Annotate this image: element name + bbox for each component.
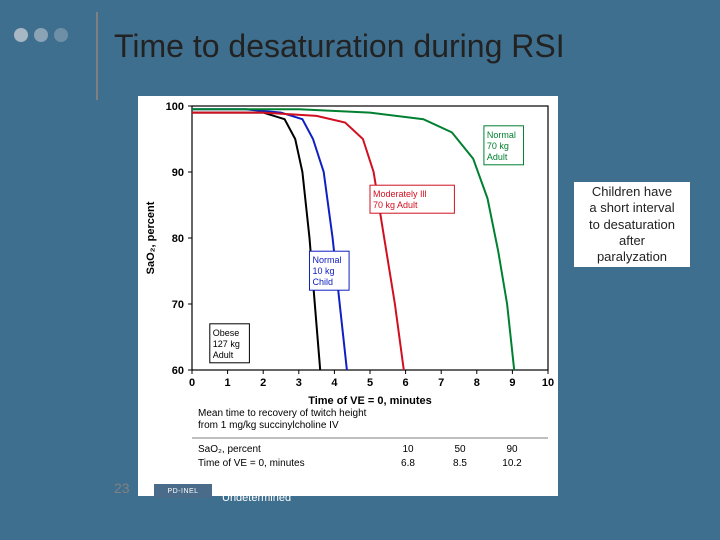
dot-2 <box>34 28 48 42</box>
anno-line: paralyzation <box>576 249 688 265</box>
svg-text:50: 50 <box>454 444 466 455</box>
slide: Time to desaturation during RSI 60708090… <box>0 0 720 540</box>
source-line: Source <box>222 480 291 492</box>
svg-text:Normal: Normal <box>487 130 516 140</box>
svg-text:Normal: Normal <box>312 255 341 265</box>
svg-text:SaO₂, percent: SaO₂, percent <box>145 201 157 274</box>
svg-text:90: 90 <box>172 167 184 179</box>
title-divider <box>96 12 98 100</box>
source-line: Undetermined <box>222 492 291 504</box>
title-dots <box>14 28 68 42</box>
svg-text:70 kg Adult: 70 kg Adult <box>373 200 418 210</box>
svg-text:4: 4 <box>331 377 338 389</box>
svg-text:Time of VE = 0, minutes: Time of VE = 0, minutes <box>308 395 432 407</box>
svg-text:3: 3 <box>296 377 302 389</box>
svg-text:60: 60 <box>172 365 184 377</box>
dot-1 <box>14 28 28 42</box>
title-bar <box>14 28 80 42</box>
chart-container: 60 70 80 90 100 0 1 2 3 4 5 6 7 8 9 10 Time of VE = 0, m… <box>138 96 558 496</box>
svg-text:90: 90 <box>506 444 518 455</box>
license-label: PD-INEL <box>167 488 198 495</box>
svg-text:10 kg: 10 kg <box>312 266 334 276</box>
svg-text:10: 10 <box>542 377 554 389</box>
svg-text:6: 6 <box>403 377 409 389</box>
svg-text:5: 5 <box>367 377 373 389</box>
svg-text:SaO₂, percent: SaO₂, percent <box>198 444 261 455</box>
source-text: Source Undetermined <box>222 480 291 504</box>
svg-text:8.5: 8.5 <box>453 458 467 469</box>
svg-text:Adult: Adult <box>213 350 234 360</box>
license-badge: PD-INEL <box>154 484 212 498</box>
svg-text:100: 100 <box>166 101 184 113</box>
slide-title: Time to desaturation during RSI <box>114 28 565 65</box>
svg-text:1: 1 <box>225 377 231 389</box>
svg-text:2: 2 <box>260 377 266 389</box>
svg-text:Adult: Adult <box>487 152 508 162</box>
desat-chart: 60 70 80 90 100 0 1 2 3 4 5 6 7 8 9 10 Time of VE = 0, m… <box>138 96 558 496</box>
svg-text:10.2: 10.2 <box>502 458 522 469</box>
svg-text:9: 9 <box>509 377 515 389</box>
svg-text:Obese: Obese <box>213 328 240 338</box>
svg-text:Child: Child <box>312 277 333 287</box>
svg-text:from 1 mg/kg succinylcholine I: from 1 mg/kg succinylcholine IV <box>198 420 339 431</box>
svg-text:70 kg: 70 kg <box>487 141 509 151</box>
svg-text:127 kg: 127 kg <box>213 339 240 349</box>
anno-line: to desaturation <box>576 217 688 233</box>
svg-text:10: 10 <box>402 444 414 455</box>
dot-3 <box>54 28 68 42</box>
anno-line: a short interval <box>576 200 688 216</box>
svg-text:7: 7 <box>438 377 444 389</box>
svg-text:Mean time to recovery of twitc: Mean time to recovery of twitch height <box>198 408 367 419</box>
annotation-text: Children have a short interval to desatu… <box>574 182 690 267</box>
svg-text:6.8: 6.8 <box>401 458 415 469</box>
svg-text:Moderately Ill: Moderately Ill <box>373 189 427 199</box>
svg-text:8: 8 <box>474 377 480 389</box>
svg-text:0: 0 <box>189 377 195 389</box>
page-number: 23 <box>114 480 130 496</box>
svg-text:Time of VE = 0, minutes: Time of VE = 0, minutes <box>198 458 305 469</box>
anno-line: after <box>576 233 688 249</box>
svg-text:80: 80 <box>172 233 184 245</box>
svg-text:70: 70 <box>172 299 184 311</box>
anno-line: Children have <box>576 184 688 200</box>
